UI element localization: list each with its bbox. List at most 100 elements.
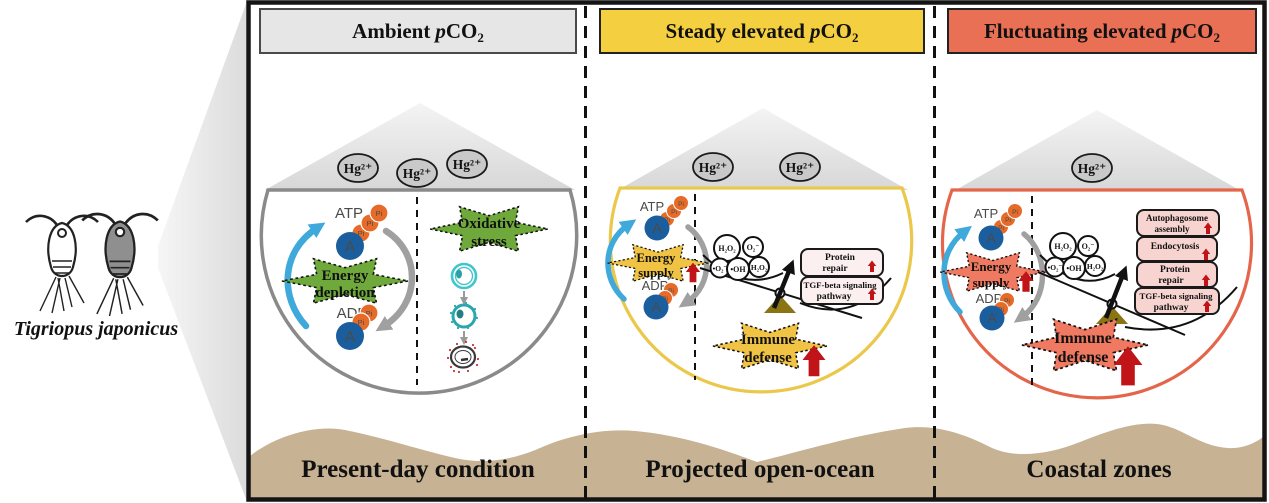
cycle-arrow-up [284, 222, 326, 330]
hg-ion-label: Hg²⁺ [1078, 161, 1106, 176]
oxidative-star-line2: stress [471, 234, 507, 250]
atp-label: ATP [640, 199, 664, 214]
species-label: Tigriopus japonicus [13, 318, 179, 340]
ros-label: H₂O₂ [751, 263, 768, 272]
cell-degradation-sequence [446, 262, 480, 374]
svg-text:Pi: Pi [671, 209, 677, 216]
svg-text:Pi: Pi [678, 201, 684, 208]
panel-fluctuating: Hg²⁺ ATP Pi Pi Pi A Energy supply ADP Pi… [939, 110, 1254, 400]
ros-label: H₂O₂ [718, 244, 736, 253]
immune-star-line2: defense [1058, 349, 1109, 366]
svg-text:Pi: Pi [1012, 209, 1018, 216]
hg-ion-label: Hg²⁺ [344, 161, 372, 176]
ros-balance: H₂O₂ O₂⁻ •O₂⁻ •OH H₂O₂ Protein repair TG… [699, 234, 892, 319]
atp-cycle: ATP Pi Pi Pi A Energy supply ADP Pi Pi A [939, 203, 1047, 331]
ros-label: •O₂⁻ [1048, 263, 1063, 272]
header-ambient-pco2: Ambient p CO 2 [259, 8, 577, 54]
cycle-arrow-down [1013, 231, 1046, 323]
cell-outline [608, 186, 914, 394]
scenario-label-present-day: Present-day condition [301, 456, 535, 483]
cell-speckles [449, 301, 479, 330]
copepod-light [24, 214, 100, 315]
energy-star-line1: Energy [971, 259, 1012, 274]
zoom-beam [158, 4, 246, 499]
copepod-dark [80, 212, 160, 318]
box-line1: TGF-beta signaling [803, 280, 877, 290]
exposure-funnel [952, 110, 1243, 192]
fulcrum [1096, 306, 1128, 324]
ros-label: O₂⁻ [1082, 242, 1095, 251]
box-line2: repair [822, 264, 848, 274]
svg-text:Pi: Pi [998, 225, 1004, 232]
immune-star-line1: Immune [1054, 330, 1112, 347]
svg-text:Pi: Pi [1004, 298, 1010, 305]
adenosine-node [644, 215, 670, 241]
box-line2: pathway [1154, 303, 1189, 313]
header-steady-elevated-pco2: Steady elevated p CO 2 [599, 8, 925, 54]
hg-ions: Hg²⁺ [1071, 153, 1113, 183]
exposure-funnel [618, 108, 908, 190]
cycle-arrow-down [375, 227, 416, 332]
svg-text:A: A [652, 220, 662, 236]
ros-cluster: H₂O₂ O₂⁻ •O₂⁻ •OH H₂O₂ [709, 234, 770, 281]
energy-star-line2: supply [973, 275, 1010, 290]
cycle-arrow-up [605, 219, 637, 302]
pi-chain: Pi Pi Pi [351, 203, 389, 243]
svg-text:A: A [986, 230, 996, 246]
box-line2: repair [1158, 276, 1184, 286]
seafloor-sand [250, 423, 1263, 499]
adp-label: ADP [642, 278, 669, 293]
hg-ion-label: Hg²⁺ [403, 166, 431, 181]
cell-outline [259, 188, 579, 395]
svg-text:Pi: Pi [1005, 217, 1011, 224]
box-line1: Autophagosome [1146, 213, 1208, 223]
apoptosis-speckles [446, 340, 480, 374]
scenario-label-coastal: Coastal zones [1026, 456, 1172, 483]
ros-cluster: H₂O₂ O₂⁻ •O₂⁻ •OH H₂O₂ [1044, 232, 1106, 280]
header-text: Fluctuating elevated [983, 18, 1167, 43]
svg-text:A: A [987, 310, 997, 326]
energy-star-line1: Energy [637, 251, 677, 265]
hg-ion-label: Hg²⁺ [699, 160, 727, 175]
box-line1: Protein [1160, 265, 1191, 275]
energy-star-line2: depletion [315, 285, 375, 301]
ros-label: •OH [730, 265, 746, 274]
header-text: Steady elevated [665, 18, 805, 43]
svg-text:Pi: Pi [358, 318, 365, 327]
panel-ambient: Hg²⁺ Hg²⁺ Hg²⁺ ATP Pi Pi Pi A Energy [259, 103, 579, 395]
svg-text:A: A [345, 329, 356, 346]
cycle-arrow-down [678, 224, 710, 308]
ros-label: •OH [1066, 264, 1082, 273]
atp-cycle: ATP Pi Pi Pi A Energy supply ADP Pi Pi A [605, 195, 710, 320]
adenosine-node [979, 305, 1005, 331]
hg-ion-label: Hg²⁺ [453, 157, 481, 172]
immune-star-line2: defense [744, 350, 792, 366]
ros-label: O₂⁻ [747, 243, 760, 252]
header-text: Ambient [352, 18, 431, 43]
figure-frame [246, 0, 1267, 502]
adenosine-node [978, 225, 1004, 251]
adenosine-node [336, 322, 364, 350]
ros-label: H₂O₂ [1054, 242, 1072, 251]
balance-needle [771, 259, 795, 309]
svg-text:Pi: Pi [668, 288, 674, 295]
svg-text:A: A [345, 239, 356, 256]
ros-label: H₂O₂ [1087, 262, 1104, 271]
hg-ion-label: Hg²⁺ [786, 160, 814, 175]
energy-star-line2: supply [638, 266, 674, 280]
balance-needle [1103, 265, 1128, 319]
oxidative-star-line1: Oxidative [458, 216, 521, 232]
energy-star-line1: Energy [322, 268, 369, 284]
svg-text:Pi: Pi [376, 209, 383, 218]
svg-text:Pi: Pi [358, 229, 365, 238]
hg-ions: Hg²⁺ Hg²⁺ [692, 152, 821, 182]
panel-steady: Hg²⁺ Hg²⁺ ATP Pi Pi Pi A Energy supply A… [605, 108, 914, 394]
hg-ions: Hg²⁺ Hg²⁺ Hg²⁺ [337, 149, 488, 188]
scenario-label-open-ocean: Projected open-ocean [645, 456, 875, 483]
svg-text:Pi: Pi [366, 309, 373, 318]
atp-cycle: ATP Pi Pi Pi A Energy depletion ADP Pi P… [281, 203, 416, 350]
box-line1: TGF-beta signaling [1139, 291, 1213, 301]
box-line1: Protein [825, 253, 856, 263]
